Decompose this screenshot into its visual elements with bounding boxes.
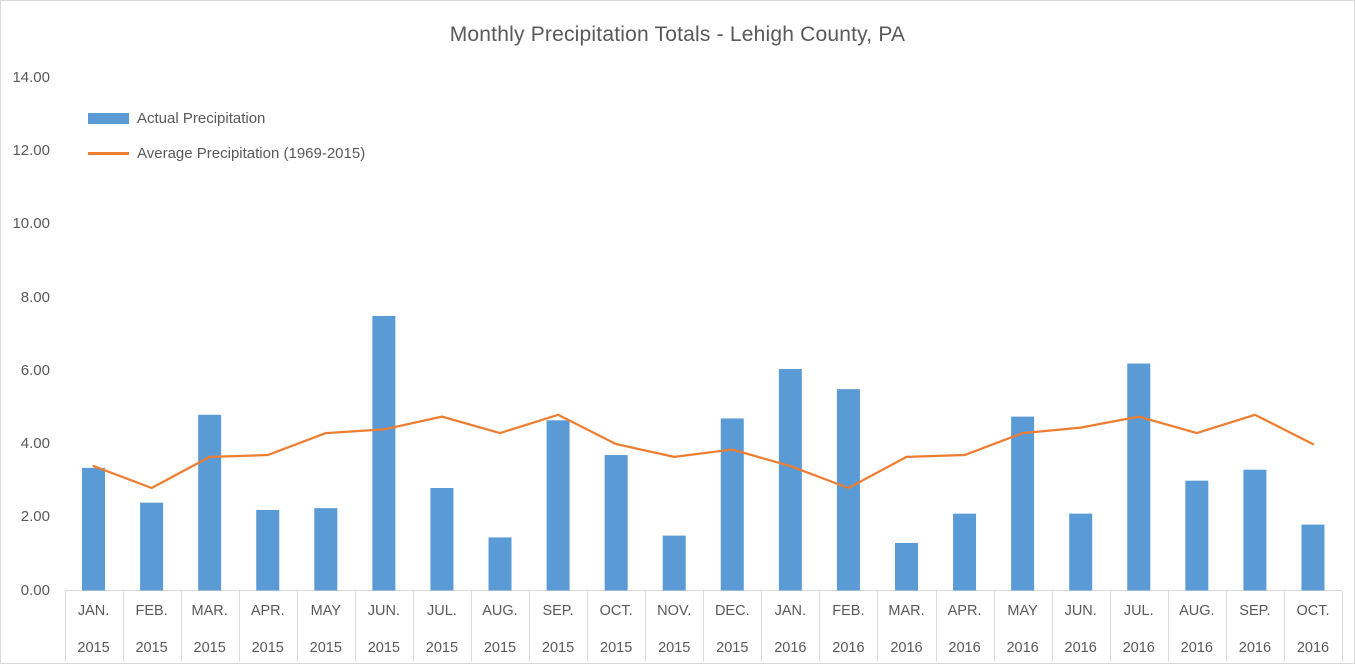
- x-month-label: JUL.: [427, 603, 457, 619]
- bar-actual-precipitation: [1301, 524, 1325, 591]
- x-month-label: FEB.: [135, 603, 168, 619]
- x-month-label: AUG.: [1179, 603, 1215, 619]
- bar-actual-precipitation: [372, 315, 396, 591]
- bar-actual-precipitation: [546, 420, 570, 591]
- x-year-label: 2016: [1006, 640, 1039, 656]
- legend-item-average-precipitation: Average Precipitation (1969-2015): [88, 144, 365, 163]
- bar-actual-precipitation: [82, 467, 106, 591]
- x-month-label: JUN.: [1064, 603, 1097, 619]
- x-year-label: 2015: [483, 640, 517, 656]
- x-month-label: DEC.: [714, 603, 750, 619]
- bar-actual-precipitation: [140, 502, 164, 591]
- bar-actual-precipitation: [430, 488, 454, 591]
- legend-label-actual-precipitation: Actual Precipitation: [137, 110, 266, 127]
- bar-actual-precipitation: [1011, 416, 1035, 591]
- x-month-label: MAY: [1007, 603, 1038, 619]
- x-month-label: SEP.: [1239, 603, 1271, 619]
- x-year-label: 2016: [774, 640, 807, 656]
- y-tick-label: 6.00: [20, 361, 50, 379]
- x-month-label: APR.: [947, 603, 982, 619]
- y-tick-label: 12.00: [12, 142, 50, 160]
- x-year-label: 2016: [1064, 640, 1097, 656]
- bar-actual-precipitation: [1127, 363, 1151, 591]
- bar-actual-precipitation: [314, 508, 338, 591]
- x-year-label: 2016: [1122, 640, 1155, 656]
- legend: Actual Precipitation Average Precipitati…: [88, 109, 365, 179]
- bar-actual-precipitation: [836, 389, 860, 591]
- y-tick-label: 14.00: [12, 69, 50, 86]
- x-year-label: 2015: [425, 640, 459, 656]
- x-month-label: APR.: [250, 603, 285, 619]
- line-average-precipitation: [92, 413, 1315, 490]
- bar-actual-precipitation: [488, 537, 512, 591]
- x-year-label: 2015: [658, 640, 691, 656]
- y-tick-label: 2.00: [20, 508, 50, 526]
- y-tick-label: 4.00: [20, 435, 50, 453]
- bar-actual-precipitation: [198, 414, 222, 591]
- x-year-label: 2015: [251, 640, 284, 656]
- y-tick-label: 0.00: [20, 581, 50, 599]
- x-year-label: 2016: [948, 640, 981, 656]
- x-year-label: 2015: [716, 640, 749, 656]
- y-tick-label: 10.00: [12, 215, 50, 233]
- legend-bar-swatch-icon: [88, 113, 129, 124]
- x-year-label: 2015: [135, 640, 168, 656]
- x-year-label: 2016: [832, 640, 865, 656]
- bar-actual-precipitation: [720, 418, 744, 591]
- x-month-label: JAN.: [774, 603, 807, 619]
- y-tick-label: 8.00: [20, 288, 50, 306]
- x-month-label: OCT.: [599, 603, 633, 619]
- bar-actual-precipitation: [778, 369, 802, 591]
- x-month-label: JUL.: [1123, 603, 1154, 619]
- chart-title: Monthly Precipitation Totals - Lehigh Co…: [449, 23, 906, 46]
- x-month-label: JAN.: [77, 603, 110, 619]
- bar-actual-precipitation: [1243, 469, 1267, 591]
- x-year-label: 2015: [367, 640, 400, 656]
- x-year-label: 2015: [193, 640, 226, 656]
- bar-actual-precipitation: [662, 535, 686, 591]
- x-month-label: JUN.: [367, 603, 400, 619]
- bar-actual-precipitation: [256, 509, 280, 591]
- x-month-label: MAR.: [888, 603, 925, 619]
- x-year-label: 2016: [890, 640, 923, 656]
- x-month-label: AUG.: [482, 603, 518, 619]
- x-month-label: FEB.: [832, 603, 865, 619]
- x-month-label: SEP.: [542, 603, 574, 619]
- bar-actual-precipitation: [604, 455, 628, 591]
- x-year-label: 2015: [309, 640, 342, 656]
- bar-actual-precipitation: [1185, 480, 1209, 591]
- legend-label-average-precipitation: Average Precipitation (1969-2015): [137, 145, 366, 162]
- x-month-label: NOV.: [657, 603, 692, 619]
- bar-actual-precipitation: [894, 542, 918, 591]
- bar-actual-precipitation: [1069, 513, 1093, 591]
- legend-line-swatch-icon: [88, 152, 129, 155]
- x-month-label: MAY: [310, 603, 341, 619]
- x-year-label: 2015: [541, 640, 575, 656]
- bar-actual-precipitation: [953, 513, 977, 591]
- x-year-label: 2016: [1238, 640, 1272, 656]
- legend-item-actual-precipitation: Actual Precipitation: [88, 109, 365, 128]
- x-year-label: 2016: [1296, 640, 1330, 656]
- x-month-label: OCT.: [1296, 603, 1330, 619]
- x-year-label: 2016: [1180, 640, 1213, 656]
- x-year-label: 2015: [77, 640, 110, 656]
- x-month-label: MAR.: [191, 603, 228, 619]
- x-year-label: 2015: [600, 640, 633, 656]
